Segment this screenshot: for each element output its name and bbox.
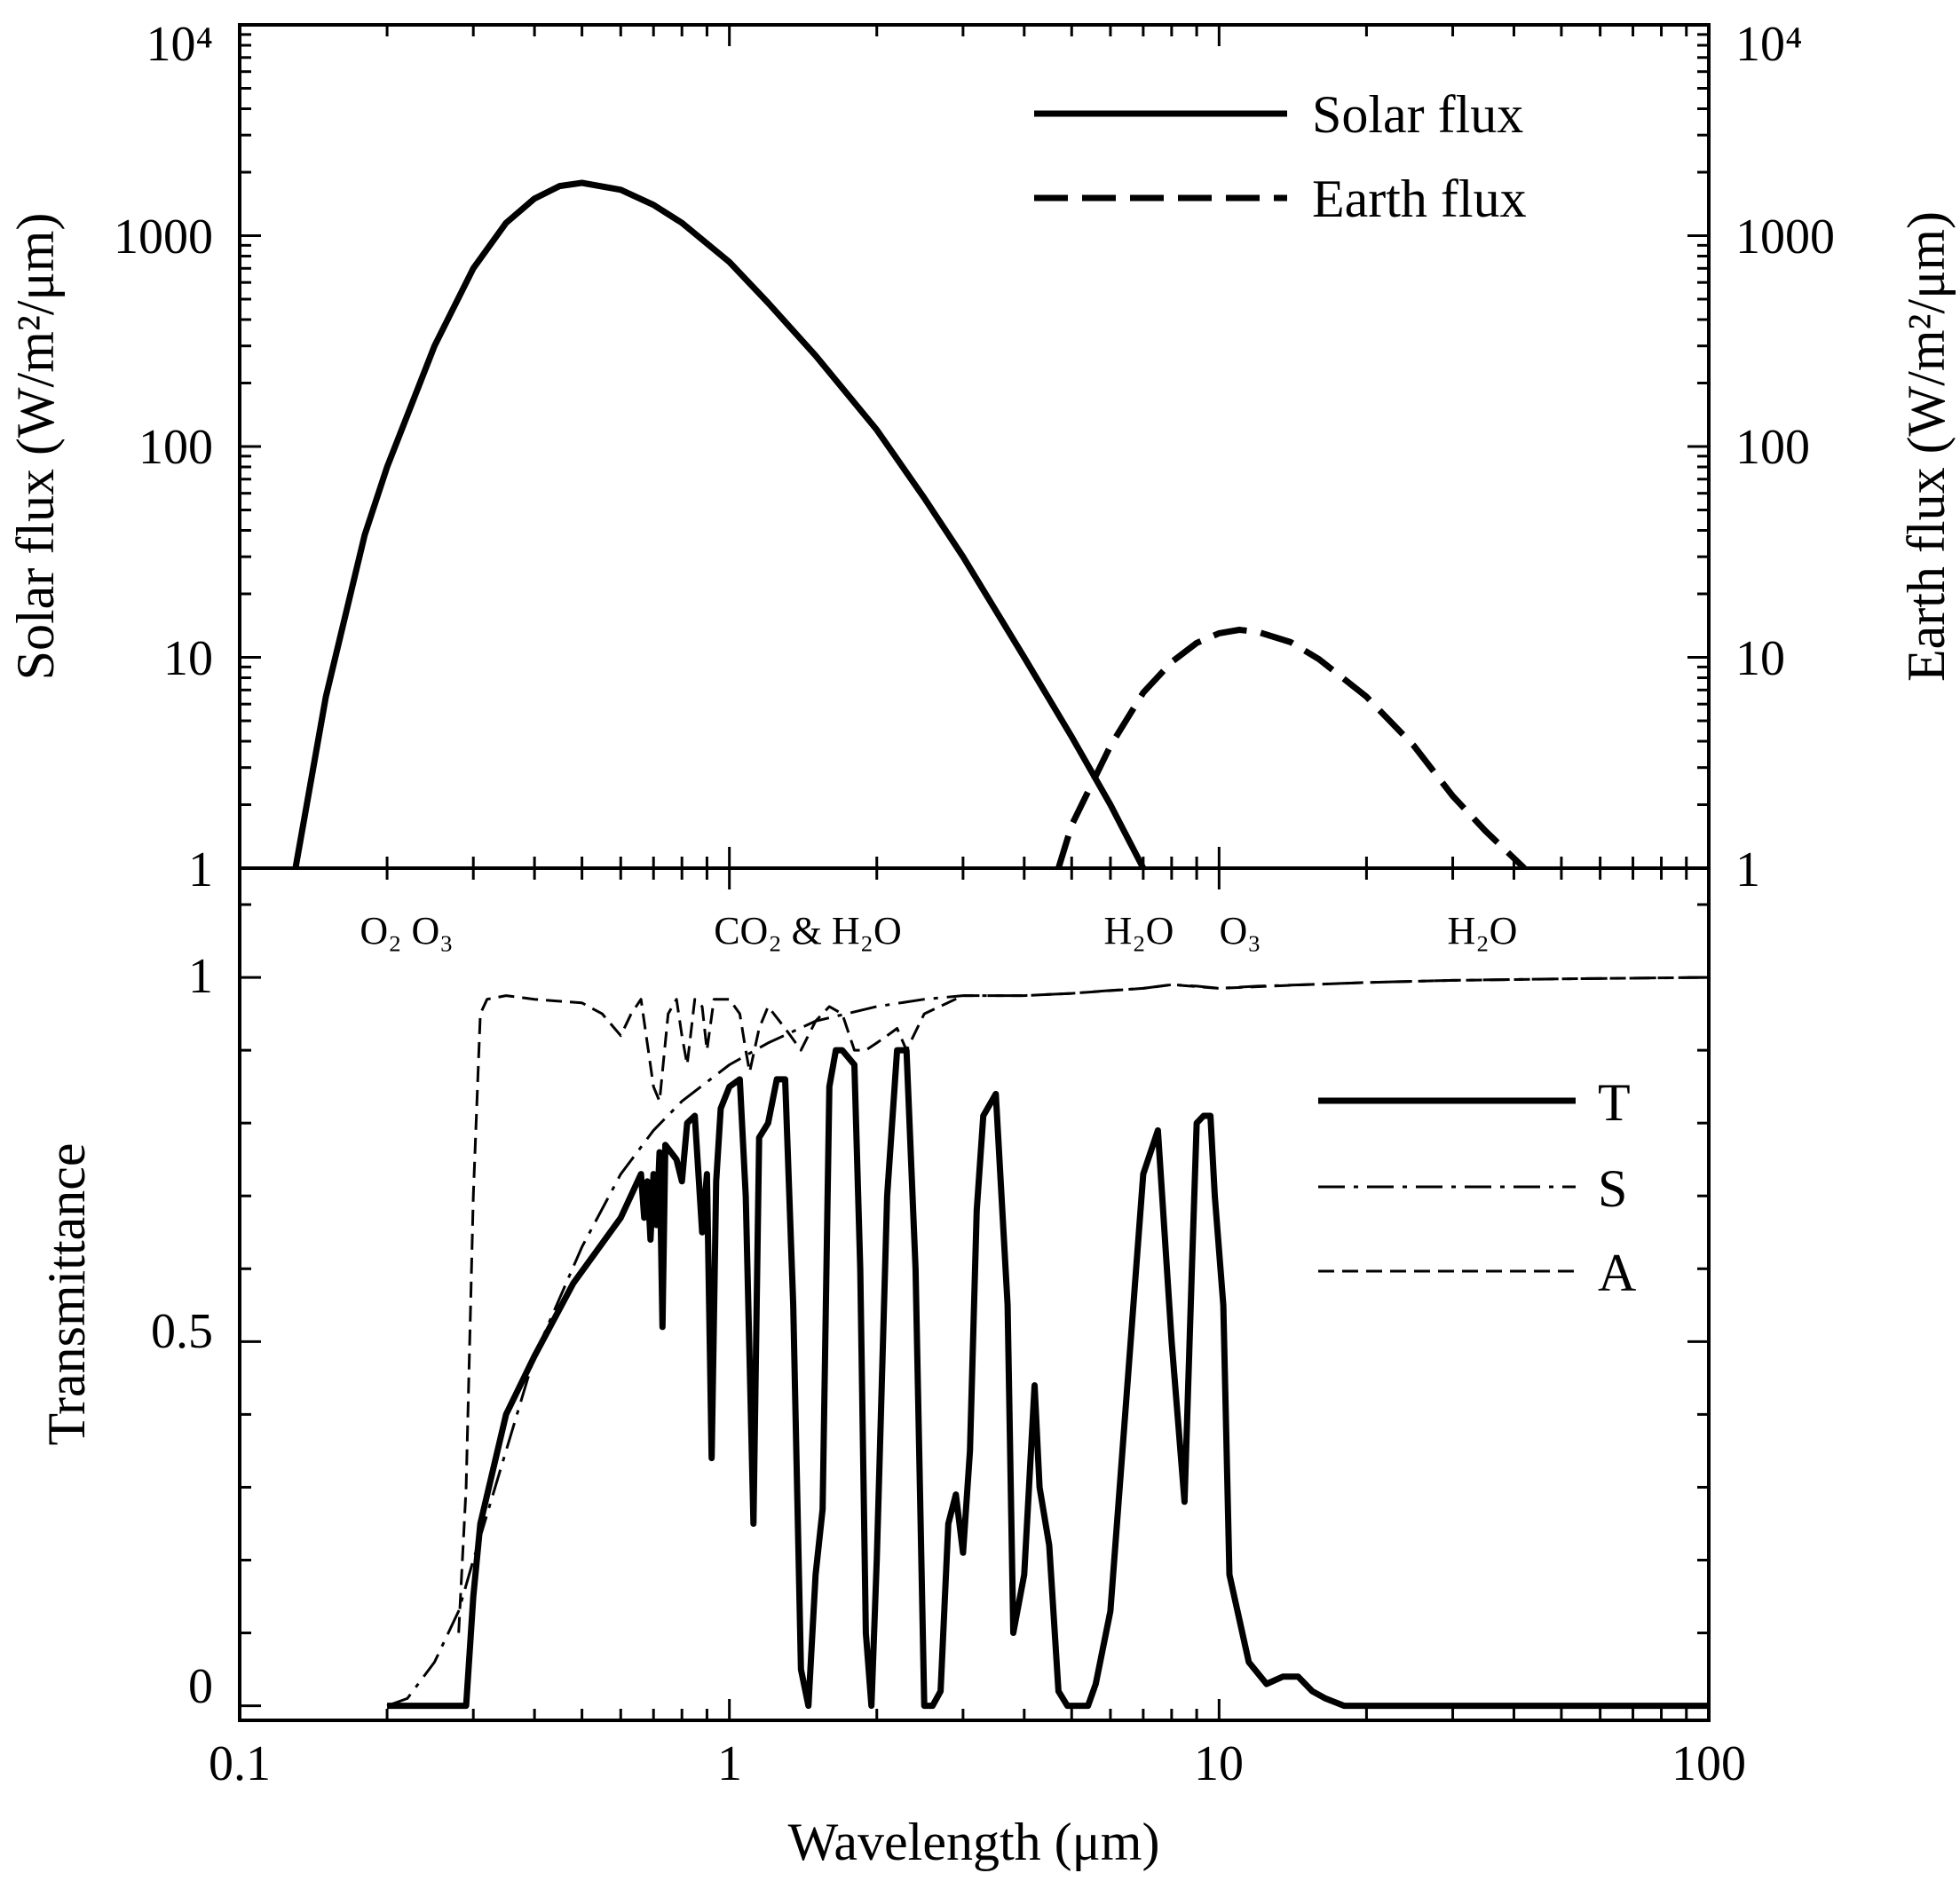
y-tick-label-earth-1000: 1000 — [1735, 209, 1835, 265]
x-tick-label-0.1: 0.1 — [209, 1736, 271, 1791]
transmittance-ticks — [240, 868, 1709, 1720]
y-axis-title-solar: Solar flux (W/m²/μm) — [6, 213, 65, 681]
band-label-co2-h2o: CO₂ & H₂O — [714, 909, 902, 952]
legend-label-earth-flux: Earth flux — [1312, 170, 1527, 228]
series-line-a — [457, 976, 1709, 1633]
band-label-o2-o3: O₂ O₃ — [360, 909, 453, 952]
series-line-s — [386, 976, 1709, 1708]
series-line-solar-flux — [292, 179, 1147, 868]
y-tick-label-earth-10: 10 — [1735, 631, 1785, 686]
y-tick-label-flux-100: 100 — [138, 420, 213, 475]
flux-legend: Solar flux Earth flux — [1034, 85, 1527, 228]
series-line-earth-flux — [1055, 627, 1527, 868]
flux-plot-frame — [238, 23, 1711, 870]
y-tick-label-flux-1: 1 — [188, 842, 213, 897]
y-tick-label-earth-100: 100 — [1735, 420, 1810, 475]
legend-label-t: T — [1598, 1073, 1631, 1132]
transmittance-panel: O₂ O₃ CO₂ & H₂O H₂O O₃ H₂O 0 0.5 1 0.1 1… — [37, 866, 1746, 1871]
y-tick-label-trans-1: 1 — [188, 949, 213, 1004]
legend-label-s: S — [1598, 1159, 1627, 1218]
y-tick-label-flux-1000: 1000 — [114, 209, 213, 265]
x-axis-title: Wavelength (μm) — [788, 1813, 1160, 1871]
transmittance-legend: T S A — [1318, 1073, 1636, 1302]
x-tick-label-100: 100 — [1672, 1736, 1746, 1791]
transmittance-curves — [386, 976, 1709, 1710]
y-tick-label-trans-0.5: 0.5 — [151, 1304, 213, 1359]
flux-panel: 1 10 100 1000 10⁴ 1 10 100 1000 10⁴ Sola… — [6, 17, 1956, 897]
band-label-o3: O₃ — [1219, 909, 1261, 952]
y-tick-label-flux-10: 10 — [163, 631, 213, 686]
band-label-h2o-far: H₂O — [1448, 909, 1518, 952]
band-label-h2o-near: H₂O — [1104, 909, 1174, 952]
legend-label-a: A — [1598, 1244, 1636, 1302]
series-line-t — [387, 1047, 1709, 1710]
flux-ticks — [240, 25, 1709, 868]
y-tick-label-earth-10000: 10⁴ — [1735, 17, 1803, 72]
flux-curves — [292, 179, 1527, 868]
y-tick-label-trans-0: 0 — [188, 1659, 213, 1714]
y-axis-title-earth: Earth flux (W/m²/μm) — [1897, 211, 1956, 682]
x-tick-label-10: 10 — [1194, 1736, 1244, 1791]
y-tick-label-earth-1: 1 — [1735, 842, 1760, 897]
y-axis-title-transmittance: Transmittance — [37, 1142, 96, 1445]
transmittance-plot-frame — [238, 866, 1711, 1722]
x-tick-label-1: 1 — [717, 1736, 742, 1791]
y-tick-label-flux-10000: 10⁴ — [146, 17, 213, 72]
legend-label-solar-flux: Solar flux — [1312, 85, 1523, 144]
